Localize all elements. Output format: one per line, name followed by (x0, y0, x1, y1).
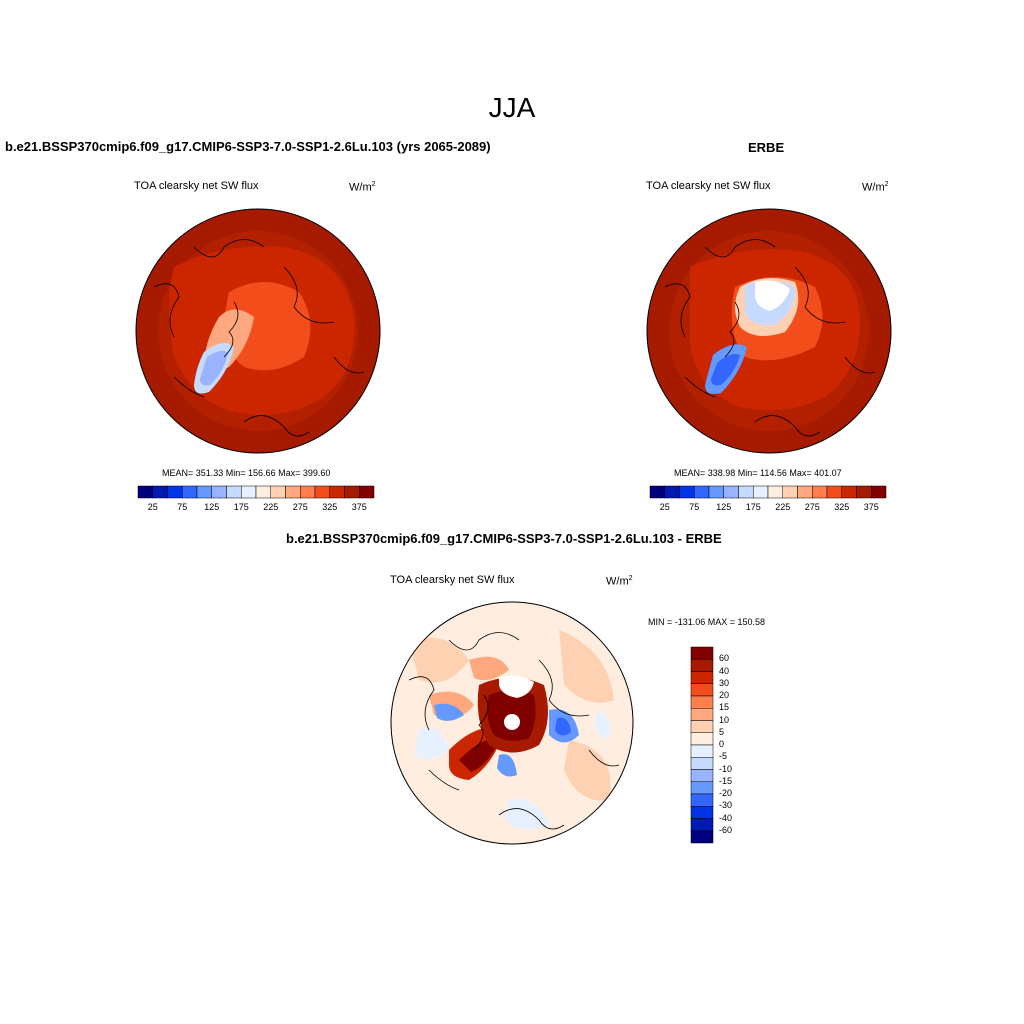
colorbar-tick-label: 60 (719, 653, 730, 664)
colorbar-tick-label: 175 (233, 502, 249, 512)
colorbar-tick-label: -10 (719, 763, 733, 774)
colorbar-swatch (690, 720, 714, 733)
colorbar-swatch (196, 485, 212, 499)
diff-panel-title: b.e21.BSSP370cmip6.f09_g17.CMIP6-SSP3-7.… (286, 531, 722, 546)
colorbar-tick-label: 175 (745, 502, 761, 512)
obs-variable-label: TOA clearsky net SW flux (646, 180, 771, 192)
colorbar-swatch (812, 485, 828, 499)
colorbar-tick-label: 225 (775, 502, 791, 512)
colorbar-tick-label: -60 (719, 824, 733, 835)
diff-polar-map (390, 601, 634, 845)
colorbar-tick-label: -40 (719, 812, 733, 823)
colorbar-tick-label: 275 (292, 502, 308, 512)
colorbar-tick-label: -15 (719, 775, 733, 786)
model-stats: MEAN= 351.33 Min= 156.66 Max= 399.60 (162, 468, 331, 478)
colorbar-swatch (255, 485, 271, 499)
colorbar-swatch (314, 485, 330, 499)
colorbar-swatch (649, 485, 665, 499)
colorbar-swatch (137, 485, 153, 499)
colorbar-swatch (300, 485, 316, 499)
colorbar-swatch (226, 485, 242, 499)
colorbar-tick-label: 20 (719, 690, 730, 700)
obs-stats: MEAN= 338.98 Min= 114.56 Max= 401.07 (674, 468, 842, 478)
colorbar-swatch (690, 830, 714, 844)
colorbar-tick-label: -30 (719, 800, 733, 811)
diff-units-label: W/m2 (606, 575, 633, 588)
model-polar-map (135, 208, 381, 454)
colorbar-swatch (690, 744, 714, 758)
colorbar-swatch (241, 485, 257, 499)
model-panel-title: b.e21.BSSP370cmip6.f09_g17.CMIP6-SSP3-7.… (5, 139, 491, 154)
obs-panel-title: ERBE (748, 140, 785, 155)
colorbar-swatch (826, 485, 842, 499)
colorbar-swatch (871, 485, 887, 499)
colorbar-swatch (690, 757, 714, 770)
diff-stats: MIN = -131.06 MAX = 150.58 (648, 617, 766, 627)
colorbar-swatch (690, 732, 714, 746)
colorbar-swatch (664, 485, 680, 499)
figure-title: JJA (488, 92, 536, 123)
colorbar-tick-label: 5 (719, 726, 725, 737)
colorbar-swatch (270, 485, 286, 499)
colorbar-tick-label: 15 (719, 702, 730, 713)
colorbar-swatch (690, 646, 714, 660)
colorbar-swatch (344, 485, 360, 499)
colorbar-swatch (690, 769, 714, 782)
colorbar-tick-label: 30 (719, 677, 730, 688)
colorbar-swatch (690, 659, 714, 672)
colorbar-tick-label: 40 (719, 665, 730, 676)
colorbar-tick-label: 125 (204, 502, 220, 512)
colorbar-swatch (723, 485, 739, 499)
model-units-label: W/m2 (349, 181, 376, 194)
colorbar-swatch (152, 485, 168, 499)
diff-colorbar (690, 646, 714, 844)
colorbar-tick-label: 225 (263, 502, 279, 512)
colorbar-tick-label: -20 (719, 788, 733, 798)
colorbar-swatch (767, 485, 783, 499)
colorbar-tick-label: -5 (719, 751, 728, 762)
colorbar-tick-label: 25 (147, 502, 158, 512)
colorbar-swatch (690, 683, 714, 697)
colorbar-tick-label: 375 (351, 502, 367, 512)
colorbar-swatch (690, 708, 714, 721)
colorbar-swatch (708, 485, 724, 499)
colorbar-swatch (738, 485, 754, 499)
colorbar-tick-label: 325 (834, 502, 850, 512)
colorbar-tick-label: 75 (177, 502, 188, 512)
obs-polar-map (646, 208, 892, 454)
colorbar-swatch (329, 485, 345, 499)
colorbar-tick-label: 10 (719, 714, 730, 725)
colorbar-swatch (690, 818, 714, 831)
colorbar-tick-label: 25 (659, 502, 670, 512)
colorbar-swatch (690, 781, 714, 795)
colorbar-swatch (690, 671, 714, 684)
colorbar-swatch (841, 485, 857, 499)
colorbar-swatch (690, 695, 714, 709)
colorbar-swatch (797, 485, 813, 499)
colorbar-swatch (690, 806, 714, 819)
colorbar-swatch (211, 485, 227, 499)
obs-units-label: W/m2 (862, 181, 889, 194)
colorbar-swatch (679, 485, 695, 499)
colorbar-tick-label: 375 (863, 502, 879, 512)
colorbar-swatch (782, 485, 798, 499)
colorbar-swatch (753, 485, 769, 499)
colorbar-tick-label: 0 (719, 739, 725, 749)
colorbar-swatch (359, 485, 375, 499)
colorbar-swatch (167, 485, 183, 499)
model-variable-label: TOA clearsky net SW flux (134, 180, 259, 192)
diff-variable-label: TOA clearsky net SW flux (390, 574, 515, 586)
colorbar-tick-label: 325 (322, 502, 338, 512)
colorbar-tick-label: 75 (689, 502, 700, 512)
colorbar-swatch (285, 485, 301, 499)
colorbar-swatch (694, 485, 710, 499)
colorbar-swatch (182, 485, 198, 499)
colorbar-tick-label: 275 (804, 502, 820, 512)
colorbar-swatch (856, 485, 872, 499)
colorbar-swatch (690, 793, 714, 807)
obs-colorbar (649, 485, 887, 499)
model-colorbar (137, 485, 375, 499)
colorbar-tick-label: 125 (716, 502, 732, 512)
